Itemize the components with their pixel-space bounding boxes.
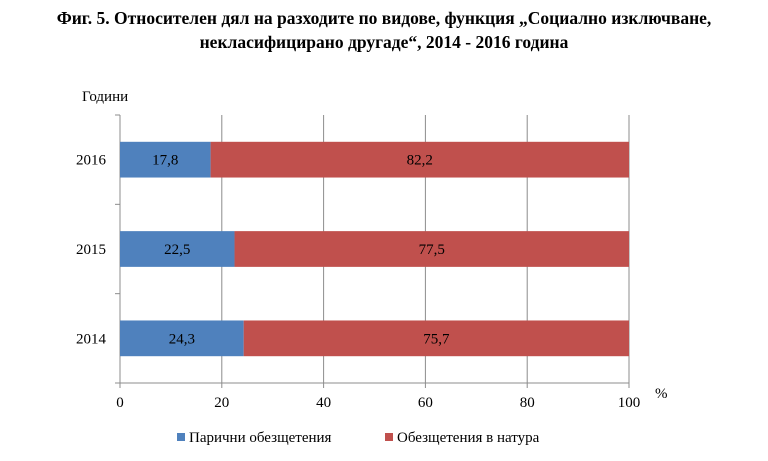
bar-segment-cash — [120, 320, 244, 357]
data-label: 17,8 — [152, 153, 178, 169]
chart-title: Фиг. 5. Относителен дял на разходите по … — [0, 6, 768, 54]
bar-segment-in-kind — [234, 231, 629, 267]
x-tick-label: 20 — [214, 395, 229, 411]
data-label: 75,7 — [423, 331, 450, 347]
data-label: 22,5 — [164, 242, 190, 258]
x-tick-label: 100 — [618, 395, 641, 411]
y-tick-label: 2014 — [76, 331, 107, 347]
chart-title-line-1: Фиг. 5. Относителен дял на разходите по … — [56, 8, 712, 28]
y-tick-label: 2016 — [76, 153, 107, 169]
data-label: 77,5 — [419, 242, 445, 258]
data-label: 82,2 — [407, 153, 433, 169]
x-tick-label: 60 — [418, 395, 433, 411]
data-label: 24,3 — [169, 331, 195, 347]
bar-segment-in-kind — [243, 320, 629, 357]
legend-label: Парични обезщетения — [189, 430, 332, 446]
legend-swatch — [385, 433, 393, 441]
y-tick-label: 2015 — [76, 242, 106, 258]
x-tick-label: 40 — [316, 395, 331, 411]
legend-label: Обезщетения в натура — [397, 430, 540, 446]
x-axis-unit: % — [655, 386, 668, 402]
bars: 17,8 82,2 22,5 77,5 24,3 75,7 — [120, 141, 630, 357]
legend-swatch — [177, 433, 185, 441]
bar-segment-cash — [120, 231, 235, 267]
y-axis-title: Години — [82, 89, 128, 105]
tick-labels: 0 20 40 60 80 100 2016 2015 2014 — [76, 153, 640, 411]
x-tick-label: 0 — [116, 395, 124, 411]
bar-segment-cash — [120, 141, 211, 178]
x-tick-label: 80 — [520, 395, 535, 411]
bar-segment-in-kind — [210, 141, 630, 178]
legend: Парични обезщетения Обезщетения в натура — [177, 430, 540, 446]
chart-title-line-2: некласифицирано другаде“, 2014 - 2016 го… — [199, 32, 569, 52]
